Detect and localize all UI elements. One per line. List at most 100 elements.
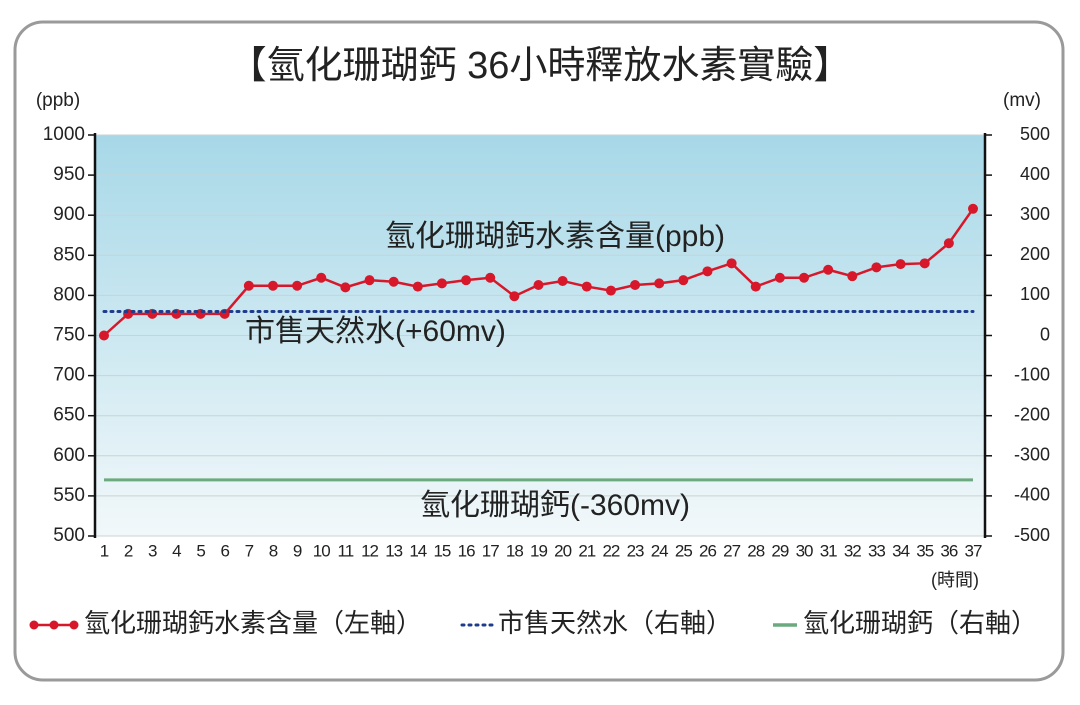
data-point: [581, 281, 592, 292]
data-point: [823, 264, 834, 275]
data-point: [799, 272, 810, 283]
y2-tick-label: -500: [1014, 525, 1050, 545]
x-tick-label: 4: [172, 541, 181, 560]
x-tick-label: 19: [530, 541, 547, 560]
x-tick-label: 18: [506, 541, 523, 560]
data-point: [267, 280, 278, 291]
x-tick-label: 23: [627, 541, 644, 560]
y2-tick-label: 0: [1040, 324, 1050, 344]
data-point: [774, 272, 785, 283]
y-tick-label: 950: [53, 164, 85, 185]
y2-tick-label: -100: [1014, 364, 1050, 384]
y2-tick-label: -300: [1014, 445, 1050, 465]
data-point: [412, 281, 423, 292]
data-point: [919, 258, 930, 269]
x-tick-label: 8: [269, 541, 278, 560]
legend-label: 市售天然水（右軸）: [498, 608, 732, 638]
data-point: [968, 203, 978, 214]
data-point: [702, 266, 713, 277]
legend-swatch: [29, 620, 39, 630]
x-tick-label: 1: [100, 541, 109, 560]
chart-title: 【氫化珊瑚鈣 36小時釋放水素實驗】: [229, 45, 852, 87]
x-tick-label: 17: [482, 541, 499, 560]
x-tick-label: 28: [747, 541, 764, 560]
y2-tick-label: 100: [1020, 284, 1050, 304]
data-point: [485, 272, 496, 283]
data-point: [654, 278, 665, 289]
annotation: 市售天然水(+60mv): [245, 315, 506, 348]
data-point: [605, 285, 616, 296]
y2-tick-label: -400: [1014, 485, 1050, 505]
data-point: [678, 275, 689, 286]
y2-tick-label: 500: [1020, 124, 1050, 144]
data-point: [340, 282, 351, 293]
x-tick-label: 2: [124, 541, 133, 560]
data-point: [750, 281, 761, 292]
x-tick-label: 33: [868, 541, 885, 560]
y-tick-label: 600: [53, 445, 85, 466]
x-tick-label: 32: [844, 541, 861, 560]
x-tick-label: 22: [602, 541, 619, 560]
x-tick-label: 6: [220, 541, 229, 560]
y2-tick-label: -200: [1014, 404, 1050, 424]
legend-swatch: [49, 620, 59, 630]
x-tick-label: 26: [699, 541, 716, 560]
x-tick-label: 35: [916, 541, 933, 560]
y-tick-label: 550: [53, 485, 85, 506]
data-point: [871, 262, 882, 273]
x-tick-label: 29: [771, 541, 788, 560]
annotation: 氫化珊瑚鈣水素含量(ppb): [385, 220, 725, 253]
data-point: [388, 276, 399, 287]
x-tick-label: 16: [458, 541, 475, 560]
y-axis-label: (ppb): [36, 90, 80, 111]
legend-label: 氫化珊瑚鈣水素含量（左軸）: [84, 608, 422, 638]
x-tick-label: 10: [313, 541, 330, 560]
data-point: [436, 278, 447, 289]
x-tick-label: 24: [651, 541, 668, 560]
data-point: [895, 259, 906, 270]
data-point: [943, 238, 954, 249]
x-tick-label: 7: [245, 541, 254, 560]
data-point: [316, 272, 327, 283]
x-tick-label: 37: [965, 541, 982, 560]
x-tick-label: 25: [675, 541, 692, 560]
y-tick-label: 1000: [43, 124, 85, 145]
y-tick-label: 500: [53, 525, 85, 546]
y-tick-label: 800: [53, 284, 85, 305]
data-point: [364, 275, 375, 286]
y2-tick-label: 300: [1020, 204, 1050, 224]
y-tick-label: 750: [53, 325, 85, 346]
y-tick-label: 900: [53, 204, 85, 225]
x-tick-label: 20: [554, 541, 571, 560]
data-point: [630, 279, 641, 290]
x-tick-label: 11: [338, 541, 354, 560]
y-tick-label: 650: [53, 405, 85, 426]
data-point: [726, 258, 737, 269]
x-tick-label: 3: [148, 541, 157, 560]
data-point: [509, 291, 520, 302]
y2-tick-label: 200: [1020, 244, 1050, 264]
x-tick-label: 30: [796, 541, 813, 560]
y-tick-label: 700: [53, 365, 85, 386]
data-point: [99, 330, 109, 341]
x-tick-label: 36: [940, 541, 957, 560]
x-tick-label: 34: [892, 541, 909, 560]
legend-label: 氫化珊瑚鈣（右軸）: [803, 608, 1037, 638]
x-tick-label: 27: [723, 541, 740, 560]
data-point: [243, 280, 254, 291]
data-point: [461, 275, 472, 286]
data-point: [533, 279, 544, 290]
x-tick-label: 5: [196, 541, 205, 560]
x-tick-label: 15: [433, 541, 450, 560]
x-tick-label: 21: [578, 541, 595, 560]
x-tick-label: 31: [820, 541, 837, 560]
data-point: [557, 275, 568, 286]
y-tick-label: 850: [53, 244, 85, 265]
x-tick-label: 12: [361, 541, 378, 560]
data-point: [847, 271, 858, 282]
legend-swatch: [69, 620, 79, 630]
x-tick-label: 9: [293, 541, 302, 560]
x-tick-label: 14: [409, 541, 426, 560]
annotation: 氫化珊瑚鈣(-360mv): [420, 489, 690, 522]
